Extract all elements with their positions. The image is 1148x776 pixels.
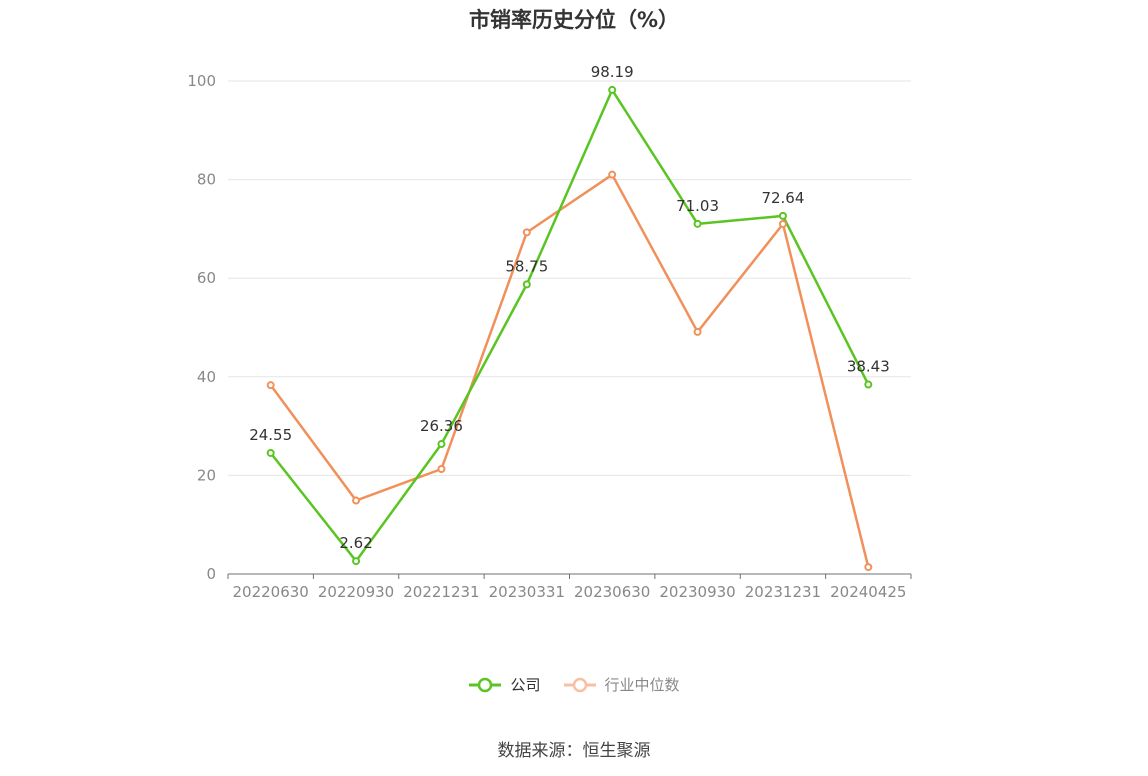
data-labels: 24.55 2.62 26.36 58.75 98.19 71.03 72.64 38.43 <box>249 63 890 552</box>
legend-item-industry[interactable]: 行业中位数 <box>563 674 680 695</box>
data-label: 2.62 <box>339 534 372 552</box>
data-point-公司 <box>522 280 531 289</box>
legend-industry-label: 行业中位数 <box>604 676 680 694</box>
legend: 公司 行业中位数 <box>0 674 1148 695</box>
series-lines <box>269 88 870 568</box>
data-label: 71.03 <box>676 197 719 215</box>
data-point-行业中位数 <box>352 496 361 505</box>
data-point-行业中位数 <box>437 464 446 473</box>
legend-item-company[interactable]: 公司 <box>468 674 541 695</box>
legend-company-label: 公司 <box>510 676 541 694</box>
data-point-行业中位数 <box>778 219 787 228</box>
data-point-行业中位数 <box>693 327 702 336</box>
y-tick-label: 80 <box>197 171 216 189</box>
x-axis-ticks: 20220630 20220930 20221231 20230331 20230630… <box>227 573 912 601</box>
data-label: 24.55 <box>249 426 292 444</box>
x-tick-label: 20230331 <box>489 583 565 601</box>
data-point-行业中位数 <box>266 381 275 390</box>
legend-company-icon <box>469 677 502 692</box>
data-label: 38.43 <box>847 358 890 376</box>
x-tick-label: 20220930 <box>318 583 394 601</box>
data-point-行业中位数 <box>522 228 531 237</box>
legend-industry-icon <box>563 677 596 692</box>
data-point-公司 <box>778 211 787 220</box>
data-point-公司 <box>266 448 275 457</box>
series-points <box>266 85 873 572</box>
chart-title: 市销率历史分位（%） <box>468 8 680 32</box>
data-point-公司 <box>352 557 361 566</box>
data-label: 98.19 <box>591 63 634 81</box>
data-point-公司 <box>608 85 617 94</box>
x-tick-label: 20221231 <box>403 583 479 601</box>
data-label: 58.75 <box>505 257 548 275</box>
grid-lines <box>228 80 911 476</box>
data-label: 26.36 <box>420 417 463 435</box>
data-label: 72.64 <box>761 189 804 207</box>
x-tick-label: 20230930 <box>659 583 735 601</box>
x-tick-label: 20240425 <box>830 583 906 601</box>
data-point-行业中位数 <box>608 170 617 179</box>
data-point-公司 <box>864 380 873 389</box>
y-tick-label: 60 <box>197 269 216 287</box>
series-line-公司 <box>269 88 870 563</box>
y-tick-label: 100 <box>187 72 216 90</box>
x-tick-label: 20230630 <box>574 583 650 601</box>
y-axis-ticks: 0 20 40 60 80 100 <box>187 72 216 583</box>
y-tick-label: 40 <box>197 368 216 386</box>
x-tick-label: 20231231 <box>745 583 821 601</box>
data-point-公司 <box>693 219 702 228</box>
data-source: 数据来源：恒生聚源 <box>497 741 651 761</box>
x-tick-label: 20220630 <box>233 583 309 601</box>
data-point-行业中位数 <box>864 563 873 572</box>
series-line-行业中位数 <box>269 173 870 568</box>
y-tick-label: 20 <box>197 466 216 484</box>
data-point-公司 <box>437 440 446 449</box>
y-tick-label: 0 <box>206 565 216 583</box>
